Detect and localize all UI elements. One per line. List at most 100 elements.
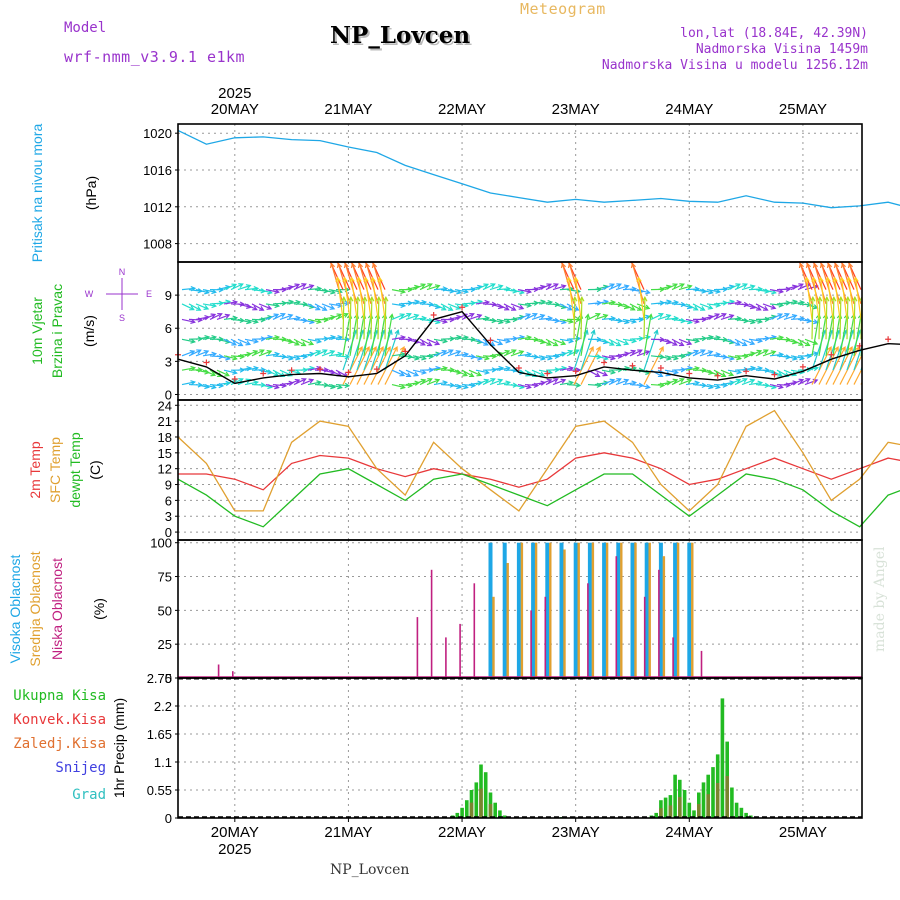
wind-arrow-head (804, 276, 810, 283)
y-tick-label: 100 (150, 536, 172, 551)
x-tick-label-bottom: 25MAY (779, 824, 827, 841)
wind-arrow (307, 287, 322, 291)
gust-mark (828, 351, 835, 358)
pressure-unit: (hPa) (83, 176, 99, 210)
meteogram-label: Meteogram (520, 0, 606, 18)
wind-arrow (321, 316, 335, 320)
wind-arrow (783, 338, 797, 344)
wind-arrow (650, 383, 665, 387)
wind-arrow-head (642, 296, 648, 302)
wind-arrow (636, 350, 650, 357)
wind-arrow-head (672, 283, 678, 289)
wind-arrow (559, 338, 573, 342)
wind-arrow-head (342, 276, 348, 283)
wind-arrow-head (294, 283, 301, 289)
wind-arrow (811, 314, 820, 356)
wind-arrow-head (602, 313, 609, 320)
wind-arrow-head (636, 276, 642, 283)
wind-arrow-head (808, 251, 812, 255)
wind-arrow (321, 303, 335, 310)
compass-north: N (119, 267, 126, 277)
wind-arrow-head (344, 353, 351, 360)
wind-arrow (826, 277, 834, 320)
wind-arrow-head (609, 283, 616, 289)
wind-arrow (258, 350, 272, 357)
wind-arrow-head (483, 283, 490, 289)
page-title: NP_Lovcen (330, 22, 471, 49)
wind-arrow-head (791, 314, 798, 320)
wind-arrow (468, 338, 482, 344)
wind-arrow (587, 313, 600, 320)
wind-arrow (293, 355, 308, 358)
wind-arrow (314, 349, 327, 357)
wind-arrow-head (420, 378, 427, 384)
wind-arrow (510, 303, 524, 310)
wind-arrow (181, 338, 195, 343)
wind-arrow-head (363, 276, 369, 283)
wind-arrow (349, 314, 358, 356)
precip-total-bar (701, 782, 706, 818)
wind-arrow-head (399, 371, 406, 377)
gust-mark (515, 364, 522, 371)
wind-arrow-head (715, 384, 721, 390)
wind-arrow-head (839, 276, 845, 283)
wind-arrow-head (217, 312, 223, 318)
wind-arrow-head (483, 378, 490, 384)
wind-arrow (223, 369, 237, 374)
wind-arrow (706, 313, 720, 320)
wind-arrow-head (274, 288, 280, 295)
wind-arrow-head (511, 349, 517, 355)
wind-arrow-head (553, 283, 559, 289)
wind-arrow (636, 383, 650, 389)
wind-arrow (510, 383, 524, 389)
wind-arrow (336, 262, 351, 290)
wind-arrow (188, 318, 203, 321)
gust-mark (743, 368, 750, 375)
wind-arrow (372, 263, 386, 305)
wind-arrow-head (722, 286, 729, 293)
wind-arrow (811, 297, 814, 340)
wind-arrow-head (364, 345, 370, 352)
cloud-high-bar (573, 542, 578, 678)
wind-arrow (748, 303, 761, 311)
wind-arrow (321, 289, 335, 294)
wind-arrow (559, 381, 573, 386)
wind-arrow (622, 350, 636, 357)
wind-arrow (371, 262, 386, 290)
precip-total-bar (692, 810, 696, 818)
wind-arrow (496, 350, 510, 357)
wind-arrow-head (448, 349, 454, 355)
wind-arrow (496, 288, 511, 291)
wind-arrow (426, 379, 440, 386)
wind-arrow (790, 355, 804, 360)
wind-arrow-head (876, 347, 880, 351)
wind-arrow (748, 367, 762, 371)
wind-arrow-head (678, 341, 685, 347)
x-tick-label-top: 24MAY (665, 101, 713, 118)
wind-arrow (706, 383, 720, 389)
wind-arrow (223, 355, 237, 360)
wind-arrow-head (798, 340, 804, 346)
wind-arrow (847, 277, 855, 320)
wind-arrow (216, 355, 230, 360)
wind-arrow (573, 297, 576, 340)
wind-arrow-head (371, 345, 377, 352)
y-tick-label: 1016 (143, 163, 172, 178)
wind-arrow (286, 283, 300, 291)
wind-arrow (657, 300, 671, 305)
wind-arrow (349, 330, 364, 371)
wind-arrow (608, 378, 621, 386)
wind-arrow-head (659, 336, 666, 343)
wind-arrow (258, 289, 272, 294)
wind-arrow-head (239, 367, 246, 373)
wind-arrow (496, 303, 509, 311)
y-tick-label: 6 (165, 321, 172, 336)
wind-arrow (769, 353, 783, 357)
wind-arrow (181, 318, 195, 323)
wind-arrow (601, 338, 614, 346)
wind-arrow-head (189, 350, 196, 356)
wind-arrow (804, 352, 818, 357)
wind-arrow-head (693, 349, 700, 355)
precip-total-bar (654, 812, 658, 818)
wind-arrow-head (357, 345, 363, 352)
